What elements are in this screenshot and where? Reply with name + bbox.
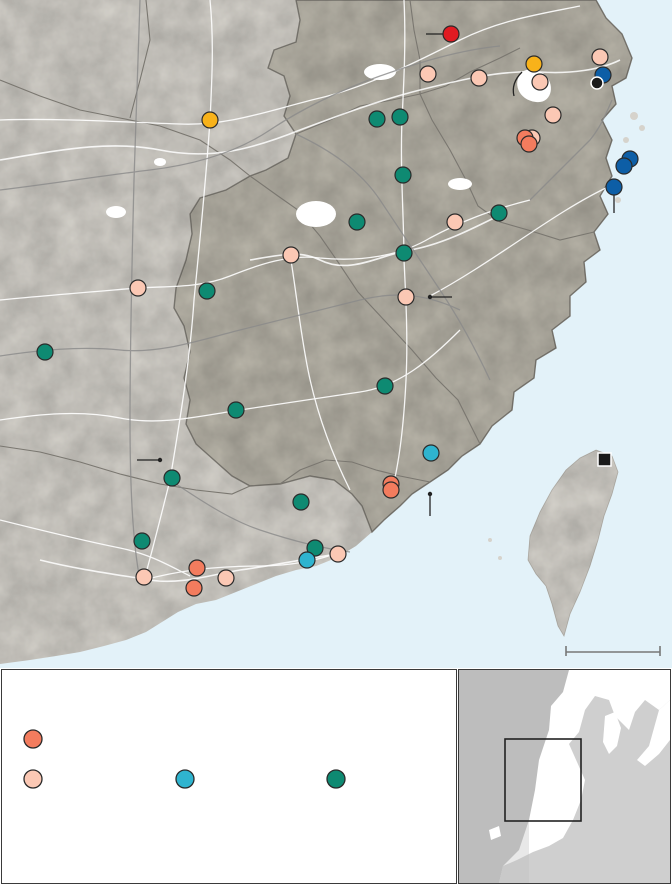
marker-orange[interactable] [382, 481, 400, 499]
marker-peach[interactable] [129, 279, 147, 297]
marker-cyan[interactable] [298, 551, 316, 569]
inset-islands [489, 826, 501, 840]
inset-locator-box [504, 738, 582, 822]
marker-teal[interactable] [36, 343, 54, 361]
marker-orange[interactable] [520, 135, 538, 153]
marker-teal[interactable] [348, 213, 366, 231]
marker-peach[interactable] [282, 246, 300, 264]
marker-teal[interactable] [163, 469, 181, 487]
marker-teal[interactable] [394, 166, 412, 184]
marker-peach[interactable] [446, 213, 464, 231]
legend-swatch-peach [23, 769, 43, 789]
province-borders [0, 0, 595, 495]
marker-blue[interactable] [605, 178, 623, 196]
marker-peach[interactable] [531, 73, 549, 91]
marker-cyan[interactable] [422, 444, 440, 462]
highlighted-region-relief [174, 0, 632, 532]
marker-teal[interactable] [306, 539, 324, 557]
marker-peach[interactable] [135, 568, 153, 586]
marker-black[interactable] [590, 76, 604, 90]
marker-orange[interactable] [185, 579, 203, 597]
markers[interactable] [36, 25, 639, 597]
taiwan-relief [528, 450, 618, 636]
marker-blue[interactable] [615, 157, 633, 175]
marker-yellow[interactable] [525, 55, 543, 73]
marker-teal[interactable] [292, 493, 310, 511]
inset-taiwan [567, 800, 577, 818]
legend-panel [1, 669, 457, 884]
inset-korea [603, 712, 621, 754]
scale-bar [565, 646, 661, 656]
leader-dots [157, 294, 433, 497]
marker-teal[interactable] [198, 282, 216, 300]
legend-swatch-teal [326, 769, 346, 789]
marker-peach[interactable] [544, 106, 562, 124]
inset-map-svg [459, 670, 670, 883]
marker-teal[interactable] [391, 108, 409, 126]
marker-teal[interactable] [227, 401, 245, 419]
marker-teal[interactable] [368, 110, 386, 128]
marker-peach[interactable] [470, 69, 488, 87]
marker-red[interactable] [442, 25, 460, 43]
marker-teal[interactable] [376, 377, 394, 395]
islands [488, 112, 645, 560]
marker-teal[interactable] [490, 204, 508, 222]
marker-peach[interactable] [397, 288, 415, 306]
marker-orange[interactable] [188, 559, 206, 577]
inset-japan [637, 700, 670, 766]
legend-swatch-cyan [175, 769, 195, 789]
marker-peach[interactable] [329, 545, 347, 563]
marker-teal[interactable] [133, 532, 151, 550]
marker-peach[interactable] [217, 569, 235, 587]
marker-teal[interactable] [395, 244, 413, 262]
legend-swatches [23, 729, 346, 789]
black-square-marker[interactable] [597, 452, 612, 467]
inset-mainland-highlight [459, 670, 569, 883]
inset-map [458, 669, 671, 884]
legend-swatch-orange [23, 729, 43, 749]
main-map[interactable] [0, 0, 672, 668]
marker-peach[interactable] [419, 65, 437, 83]
marker-peach[interactable] [591, 48, 609, 66]
marker-yellow[interactable] [201, 111, 219, 129]
